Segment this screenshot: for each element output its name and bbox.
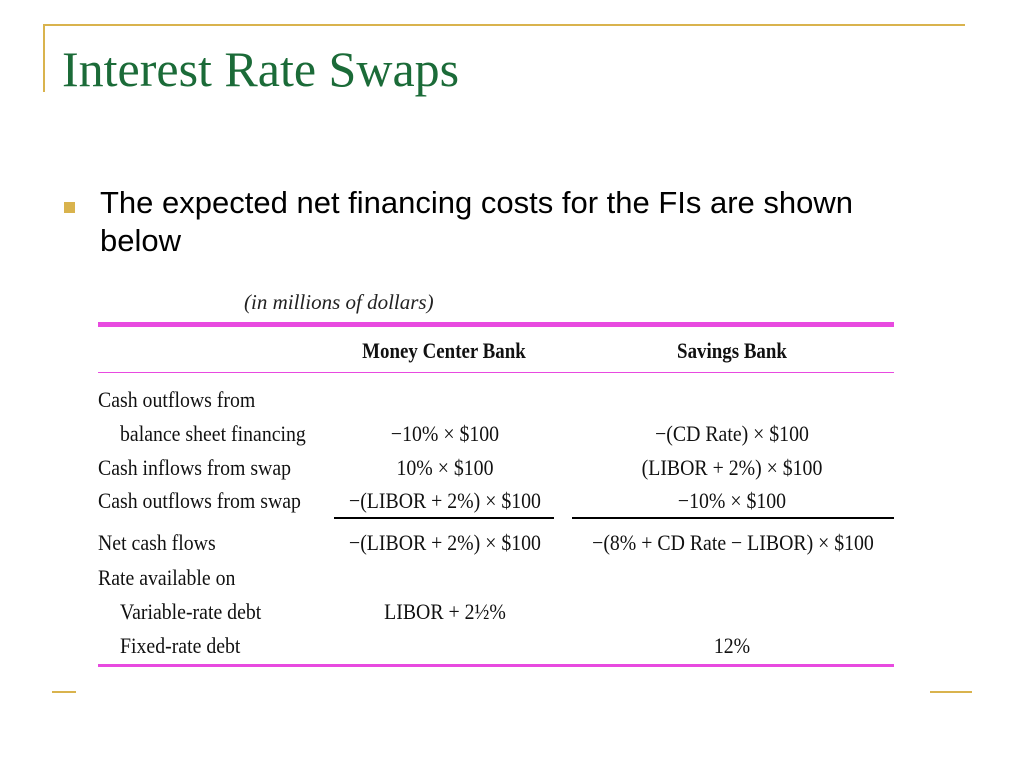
column-header-savings-bank: Savings Bank <box>677 338 787 363</box>
row-label: Net cash flows <box>98 530 216 555</box>
money-center-cell: 10% × $100 <box>396 455 494 480</box>
left-frame-line <box>43 24 45 92</box>
top-frame-line <box>43 24 965 26</box>
money-center-cell: LIBOR + 2½% <box>384 599 506 624</box>
footer-accent-right <box>930 691 972 693</box>
row-label: Cash outflows from swap <box>98 488 301 513</box>
savings-bank-cell: −(CD Rate) × $100 <box>655 421 809 446</box>
column-header-money-center-bank: Money Center Bank <box>362 338 526 363</box>
footer-accent-left <box>52 691 76 693</box>
row-label: Fixed-rate debt <box>120 633 241 658</box>
money-center-subtotal-rule <box>334 517 554 519</box>
units-note: (in millions of dollars) <box>244 290 434 314</box>
savings-subtotal-rule <box>572 517 894 519</box>
row-label: Variable-rate debt <box>120 599 262 624</box>
savings-bank-cell: −10% × $100 <box>677 488 787 513</box>
savings-bank-cell: (LIBOR + 2%) × $100 <box>641 455 823 480</box>
bullet-text: The expected net financing costs for the… <box>100 185 854 258</box>
table-top-rule <box>98 322 894 327</box>
table-bottom-rule <box>98 664 894 667</box>
header-rule <box>98 372 894 373</box>
money-center-cell: −(LIBOR + 2%) × $100 <box>349 530 541 555</box>
row-label: balance sheet financing <box>120 421 306 446</box>
savings-bank-cell: 12% <box>713 633 751 658</box>
row-label: Cash outflows from <box>98 387 256 412</box>
money-center-cell: −10% × $100 <box>390 421 500 446</box>
slide-title: Interest Rate Swaps <box>62 41 460 97</box>
row-label: Cash inflows from swap <box>98 455 292 480</box>
row-label: Rate available on <box>98 565 236 590</box>
square-bullet-icon <box>64 202 75 213</box>
money-center-cell: −(LIBOR + 2%) × $100 <box>349 488 541 513</box>
savings-bank-cell: −(8% + CD Rate − LIBOR) × $100 <box>592 530 874 555</box>
